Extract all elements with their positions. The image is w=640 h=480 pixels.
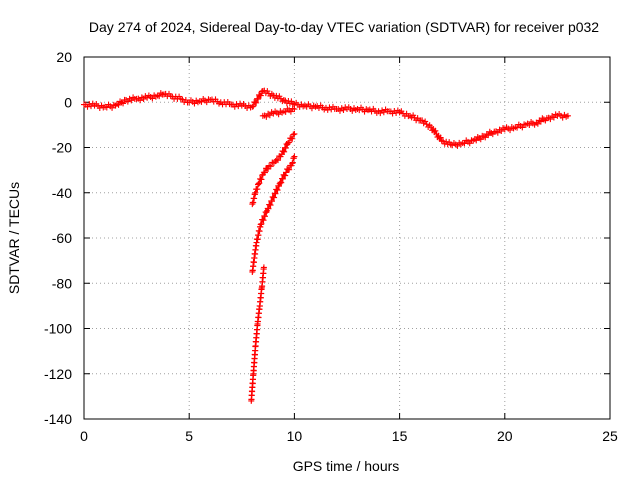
x-tick-label: 10 [287,428,303,444]
data-point [274,187,281,194]
data-point [267,163,274,170]
data-point [507,127,514,134]
data-point [260,217,267,224]
y-axis-label: SDTVAR / TECUs [6,182,22,294]
data-point [280,96,287,103]
data-point [286,166,293,173]
data-point [267,202,274,209]
x-axis-ticks: 0 5 10 15 20 25 [80,57,618,444]
y-tick-label: -20 [52,140,72,156]
data-point [279,175,286,182]
data-point [255,96,262,103]
data-point [432,127,439,134]
data-point [274,157,281,164]
data-point [272,190,279,197]
data-point [256,180,263,187]
data-point [477,136,484,143]
data-point [482,134,489,141]
data-point [265,165,272,172]
y-tick-label: 0 [64,94,72,110]
data-point [437,134,444,141]
y-axis-ticks: 20 0 -20 -40 -60 -80 -100 -120 -140 [44,49,610,427]
data-point [287,108,294,115]
data-point [275,111,282,118]
data-point [498,128,505,135]
data-point [514,124,521,131]
data-point [485,132,492,139]
y-tick-label: -120 [44,366,72,382]
data-point [466,140,473,147]
data-point [454,142,461,149]
data-point [285,139,292,146]
data-point [519,124,526,131]
data-point [564,112,571,119]
data-point [268,198,275,205]
data-point [526,122,533,129]
y-tick-label: -100 [44,321,72,337]
data-point [149,95,156,102]
data-point [282,145,289,152]
data-point [266,112,273,119]
data-point [289,135,296,142]
data-point [494,129,501,136]
data-point [281,148,288,155]
x-tick-label: 20 [497,428,513,444]
x-tick-label: 5 [185,428,193,444]
data-point [250,103,257,110]
data-point [115,101,122,108]
data-point [291,153,298,160]
data-point [534,120,541,127]
data-point [291,130,298,137]
data-point [263,113,270,120]
data-point [257,92,264,99]
data-point [461,140,468,147]
data-point [282,108,289,115]
data-point [261,169,268,176]
y-tick-label: -140 [44,411,72,427]
y-tick-label: 20 [56,49,72,65]
grid [84,57,610,419]
data-point [259,172,266,179]
x-tick-label: 25 [602,428,618,444]
data-point [550,114,557,121]
data-point [258,220,265,227]
data-point [265,205,272,212]
data-point [254,186,261,193]
data-point [258,176,265,183]
data-points [81,87,571,404]
data-point [286,139,293,146]
data-point [257,221,264,228]
data-point [253,99,260,106]
data-point [290,131,297,138]
data-point [120,100,127,107]
y-tick-label: -40 [52,185,72,201]
data-point [547,116,554,123]
x-tick-label: 0 [80,428,88,444]
data-point [291,106,298,113]
data-point [537,118,544,125]
data-point [252,189,259,196]
x-axis-label: GPS time / hours [293,458,400,474]
data-point [260,264,267,271]
data-point [423,121,430,128]
data-point [278,179,285,186]
data-point [282,172,289,179]
data-point [255,180,262,187]
y-tick-label: -60 [52,230,72,246]
data-point [271,194,278,201]
data-point [473,137,480,144]
data-point [261,213,268,220]
x-tick-label: 15 [392,428,408,444]
chart-title: Day 274 of 2024, Sidereal Day-to-day VTE… [89,19,599,35]
y-tick-label: -80 [52,275,72,291]
data-point [282,169,289,176]
